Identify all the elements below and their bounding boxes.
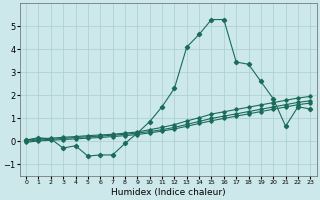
X-axis label: Humidex (Indice chaleur): Humidex (Indice chaleur) xyxy=(111,188,226,197)
